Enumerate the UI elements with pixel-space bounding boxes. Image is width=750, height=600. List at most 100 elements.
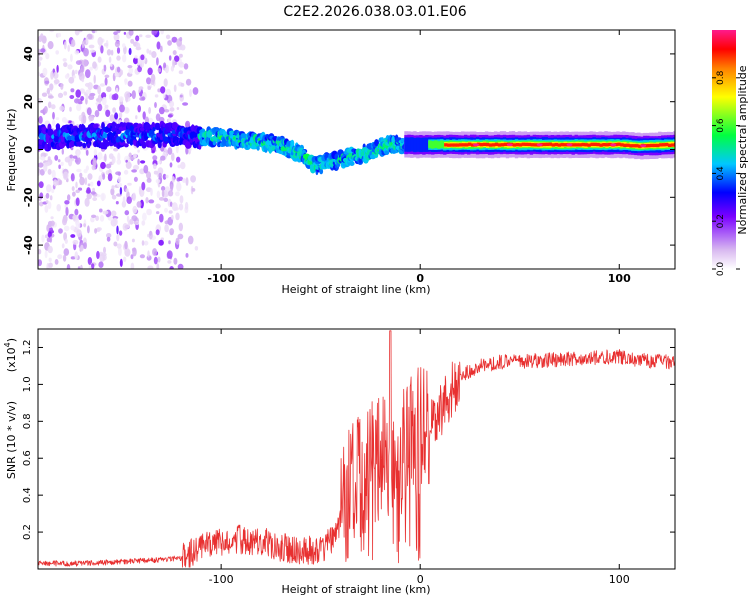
spectrogram-strong-band [456, 143, 460, 147]
spectrogram-noise-blob [148, 230, 153, 240]
spectrogram-noise-blob [148, 107, 152, 114]
spectrogram-strong-band [465, 143, 469, 147]
spectrogram-noise-blob [116, 159, 122, 165]
spectrogram-noise-blob [156, 211, 160, 215]
spectrogram-noise-blob [115, 201, 119, 205]
spectrogram-xlabel: Height of straight line (km) [281, 283, 430, 296]
snr-panel: -100 0 100 0.2 0.4 0.6 0.8 1.0 1.2 Height of str… [3, 328, 676, 596]
spectrogram-noise-blob [180, 82, 185, 87]
spectrogram-noise-blob [50, 216, 54, 220]
spectrogram-noise-blob [97, 152, 103, 161]
spectrogram-noise-blob [44, 250, 48, 259]
spectrogram-strong-band [450, 143, 454, 147]
spectrogram-ytick-label: -40 [22, 235, 35, 255]
spectrogram-noise-blob [131, 90, 136, 100]
spectrogram-noise-blob [53, 71, 59, 79]
spectrogram-noise-blob [108, 56, 112, 63]
spectrogram-noise-blob [178, 176, 184, 181]
spectrogram-noise-blob [146, 48, 150, 54]
spectrogram-noise-blob [82, 114, 87, 124]
spectrogram-strong-band [488, 143, 493, 147]
spectrogram-noise-blob [53, 179, 58, 187]
spectrogram-noise-blob [119, 104, 125, 113]
spectrogram-noise-blob [165, 174, 169, 179]
spectrogram-noise-blob [150, 73, 156, 83]
colorbar-tick-label: 0.2 [716, 214, 726, 228]
spectrogram-strong-band [623, 143, 627, 147]
spectrogram-noise-blob [74, 251, 79, 261]
spectrogram-noise-blob [157, 68, 162, 73]
spectrogram-noise-blob [59, 179, 63, 185]
spectrogram-noise-blob [115, 87, 119, 93]
spectrogram-noise-blob [141, 96, 146, 101]
spectrogram-noise-blob [85, 36, 89, 44]
spectrogram-noise-blob [113, 147, 119, 152]
spectrogram-noise-blob [147, 86, 151, 90]
spectrogram-strong-band [434, 140, 438, 148]
spectrogram-strong-band [587, 143, 591, 147]
spectrogram-noise-blob [123, 106, 130, 114]
spectrogram-noise-blob [175, 191, 180, 197]
spectrogram-band-blob [152, 126, 156, 132]
spectrogram-noise-blob [101, 96, 107, 106]
spectrogram-band-blob [111, 121, 116, 129]
spectrogram-noise-blob [87, 82, 93, 91]
spectrogram-noise-blob [190, 175, 197, 183]
spectrogram-noise-blob [169, 228, 175, 236]
spectrogram-noise-blob [77, 266, 81, 269]
snr-multiplier-base: (x10 [5, 347, 18, 372]
spectrogram-strong-band [518, 143, 523, 147]
spectrogram-noise-blob [135, 115, 138, 120]
spectrogram-noise-blob [87, 225, 90, 234]
spectrogram-peak-spot [640, 144, 647, 148]
spectrogram-noise-blob [97, 103, 103, 112]
spectrogram-noise-blob [88, 115, 95, 122]
spectrogram-noise-blob [76, 150, 80, 159]
spectrogram-noise-blob [72, 75, 76, 79]
spectrogram-noise-blob [122, 43, 126, 48]
spectrogram-noise-blob [99, 83, 106, 87]
spectrogram-noise-blob [50, 70, 54, 80]
spectrogram-noise-blob [70, 234, 76, 238]
spectrogram-noise-blob [151, 51, 157, 58]
spectrogram-noise-blob [137, 158, 140, 165]
snr-series-line [38, 330, 675, 568]
spectrogram-noise-blob [166, 250, 173, 259]
spectrogram-noise-blob [70, 225, 75, 231]
spectrogram-noise-blob [69, 106, 72, 112]
spectrogram-noise-blob [189, 89, 192, 97]
spectrogram-noise-blob [145, 34, 152, 38]
snr-xlabel: Height of straight line (km) [281, 583, 430, 596]
spectrogram-strong-band [602, 143, 606, 147]
spectrogram-noise-blob [168, 55, 172, 61]
spectrogram-noise-blob [63, 225, 70, 232]
spectrogram-noise-blob [124, 78, 127, 85]
spectrogram-band-blob [391, 135, 395, 144]
spectrogram-noise-blob [63, 62, 68, 68]
spectrogram-noise-blob [169, 107, 175, 112]
spectrogram-noise-blob [51, 169, 56, 179]
spectrogram-noise-blob [170, 183, 174, 192]
spectrogram-noise-blob [124, 210, 130, 216]
colorbar-tick-label: 0.0 [716, 262, 726, 277]
spectrogram-band-blob [384, 150, 390, 155]
spectrogram-noise-blob [171, 176, 175, 183]
spectrogram-noise-blob [183, 63, 189, 70]
spectrogram-noise-blob [99, 208, 103, 213]
spectrogram-noise-blob [177, 263, 184, 269]
spectrogram-noise-blob [136, 201, 142, 208]
spectrogram-noise-blob [113, 33, 120, 42]
spectrogram-noise-blob [128, 67, 134, 74]
spectrogram-noise-blob [111, 194, 117, 200]
spectrogram-band-blob [290, 139, 295, 148]
spectrogram-noise-blob [45, 52, 50, 60]
spectrogram-noise-blob [162, 173, 167, 180]
snr-ytick-label: 0.2 [22, 524, 33, 540]
spectrogram-noise-blob [48, 257, 52, 262]
spectrogram-noise-blob [114, 112, 119, 120]
spectrogram-noise-blob [104, 74, 110, 79]
spectrogram-noise-blob [156, 192, 160, 198]
spectrogram-band-blob [102, 133, 109, 138]
spectrogram-noise-blob [40, 48, 46, 53]
spectrogram-strong-band [662, 143, 666, 147]
